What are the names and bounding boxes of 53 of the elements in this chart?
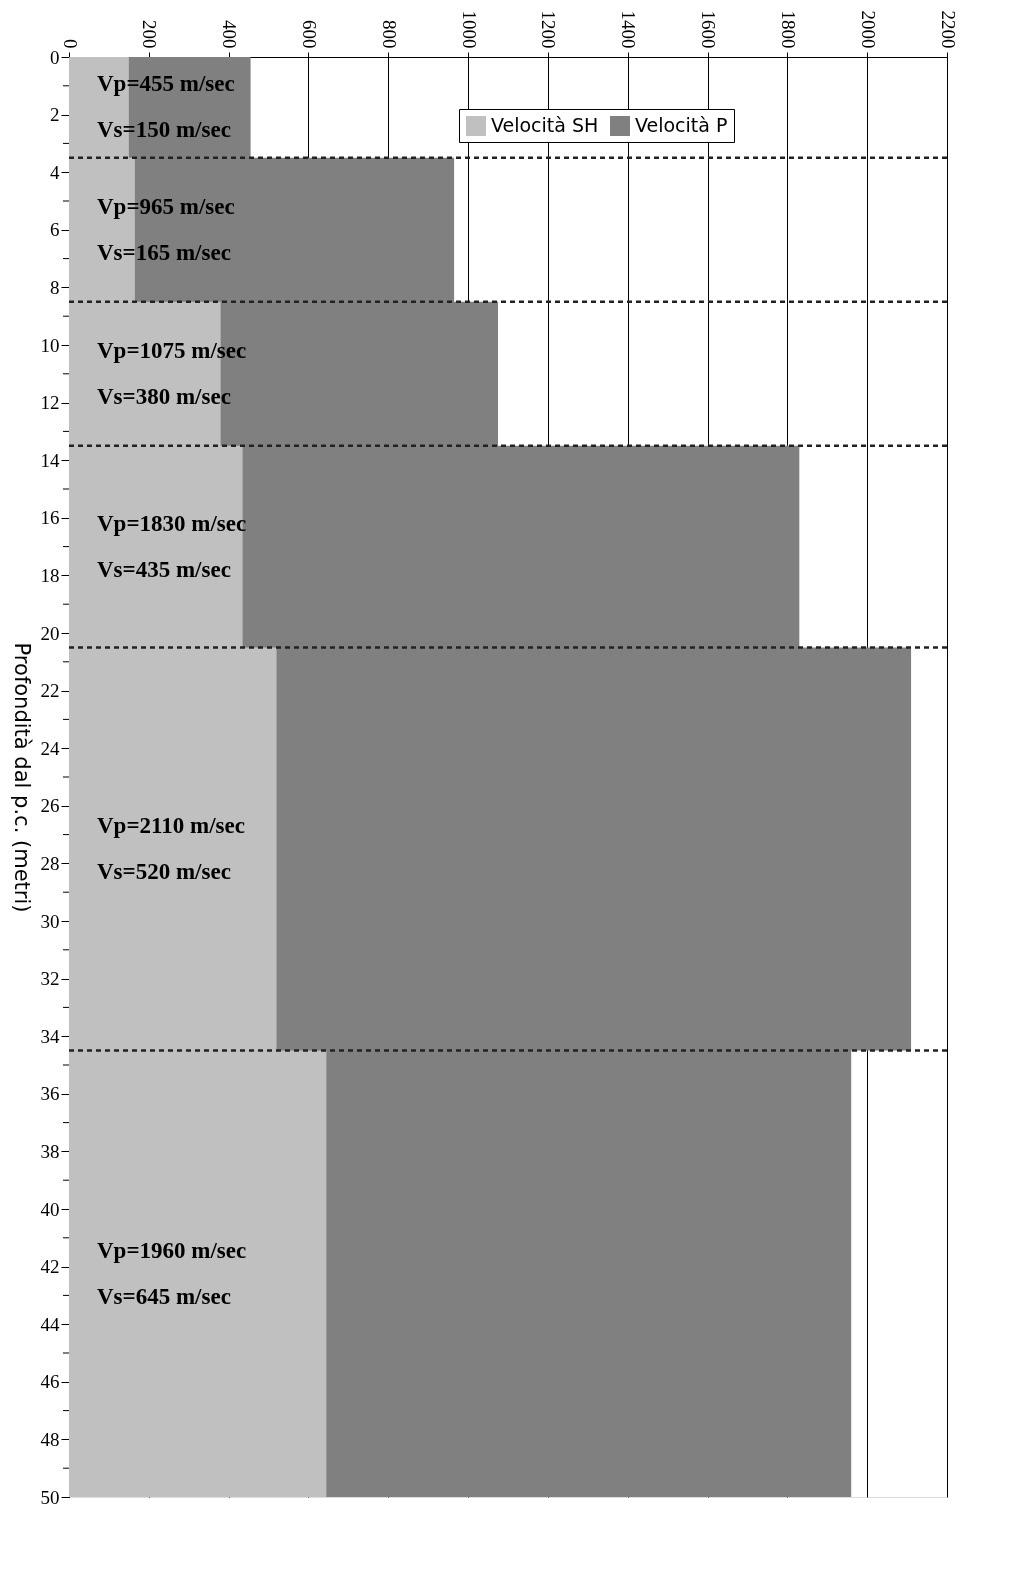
annotation: Vs=165 m/sec bbox=[97, 239, 231, 265]
annotation: Vs=150 m/sec bbox=[97, 117, 231, 143]
legend-label: Velocità P bbox=[635, 114, 728, 136]
y-tick-label: 48 bbox=[40, 1428, 60, 1450]
x-tick-label: 800 bbox=[378, 20, 400, 49]
y-tick-label: 14 bbox=[40, 449, 60, 471]
y-tick-label: 18 bbox=[40, 564, 60, 586]
annotation: Vs=520 m/sec bbox=[97, 859, 231, 884]
y-tick-label: 42 bbox=[40, 1256, 60, 1278]
annotation: Vp=1075 m/sec bbox=[97, 337, 247, 363]
x-tick-label: 1200 bbox=[538, 10, 560, 49]
legend-label: Velocità SH bbox=[491, 114, 599, 136]
y-tick-label: 2 bbox=[50, 104, 60, 126]
y-tick-label: 16 bbox=[40, 507, 60, 529]
x-tick-label: 0 bbox=[59, 39, 81, 49]
y-tick-label: 22 bbox=[40, 680, 60, 702]
y-tick-label: 32 bbox=[40, 968, 60, 990]
annotation: Vs=380 m/sec bbox=[97, 383, 231, 409]
y-tick-label: 10 bbox=[40, 334, 60, 356]
y-tick-label: 30 bbox=[40, 910, 60, 932]
y-tick-label: 36 bbox=[40, 1083, 60, 1105]
annotation: Vs=645 m/sec bbox=[97, 1283, 231, 1309]
y-tick-label: 40 bbox=[40, 1198, 60, 1220]
y-tick-label: 8 bbox=[50, 276, 60, 298]
y-axis-title: Profondità dal p.c. (metri) bbox=[9, 642, 34, 913]
y-tick-label: 50 bbox=[40, 1486, 60, 1508]
y-tick-label: 26 bbox=[40, 795, 60, 817]
annotation: Vp=455 m/sec bbox=[97, 71, 235, 97]
y-tick-label: 28 bbox=[40, 852, 60, 874]
x-tick-label: 1600 bbox=[698, 10, 720, 49]
x-tick-label: 1800 bbox=[777, 10, 799, 49]
annotation: Vp=1960 m/sec bbox=[97, 1237, 247, 1263]
x-tick-label: 600 bbox=[298, 20, 320, 49]
y-tick-label: 24 bbox=[40, 737, 60, 759]
y-tick-label: 20 bbox=[40, 622, 60, 644]
x-tick-label: 2000 bbox=[857, 10, 879, 49]
annotation: Vp=2110 m/sec bbox=[97, 813, 245, 838]
annotation: Vp=965 m/sec bbox=[97, 193, 235, 219]
y-tick-label: 44 bbox=[40, 1313, 60, 1335]
y-tick-label: 0 bbox=[50, 46, 60, 68]
y-tick-label: 12 bbox=[40, 392, 60, 414]
x-tick-label: 400 bbox=[219, 20, 241, 49]
x-tick-label: 200 bbox=[139, 20, 161, 49]
x-tick-label: 1400 bbox=[618, 10, 640, 49]
y-tick-label: 38 bbox=[40, 1140, 60, 1162]
y-tick-label: 46 bbox=[40, 1371, 60, 1393]
annotation: Vp=1830 m/sec bbox=[97, 510, 247, 536]
y-tick-label: 34 bbox=[40, 1025, 60, 1047]
annotation: Vs=435 m/sec bbox=[97, 556, 231, 582]
y-tick-label: 6 bbox=[50, 219, 60, 241]
y-tick-label: 4 bbox=[50, 161, 60, 183]
x-tick-label: 2200 bbox=[937, 10, 959, 49]
x-tick-label: 1000 bbox=[458, 10, 480, 49]
